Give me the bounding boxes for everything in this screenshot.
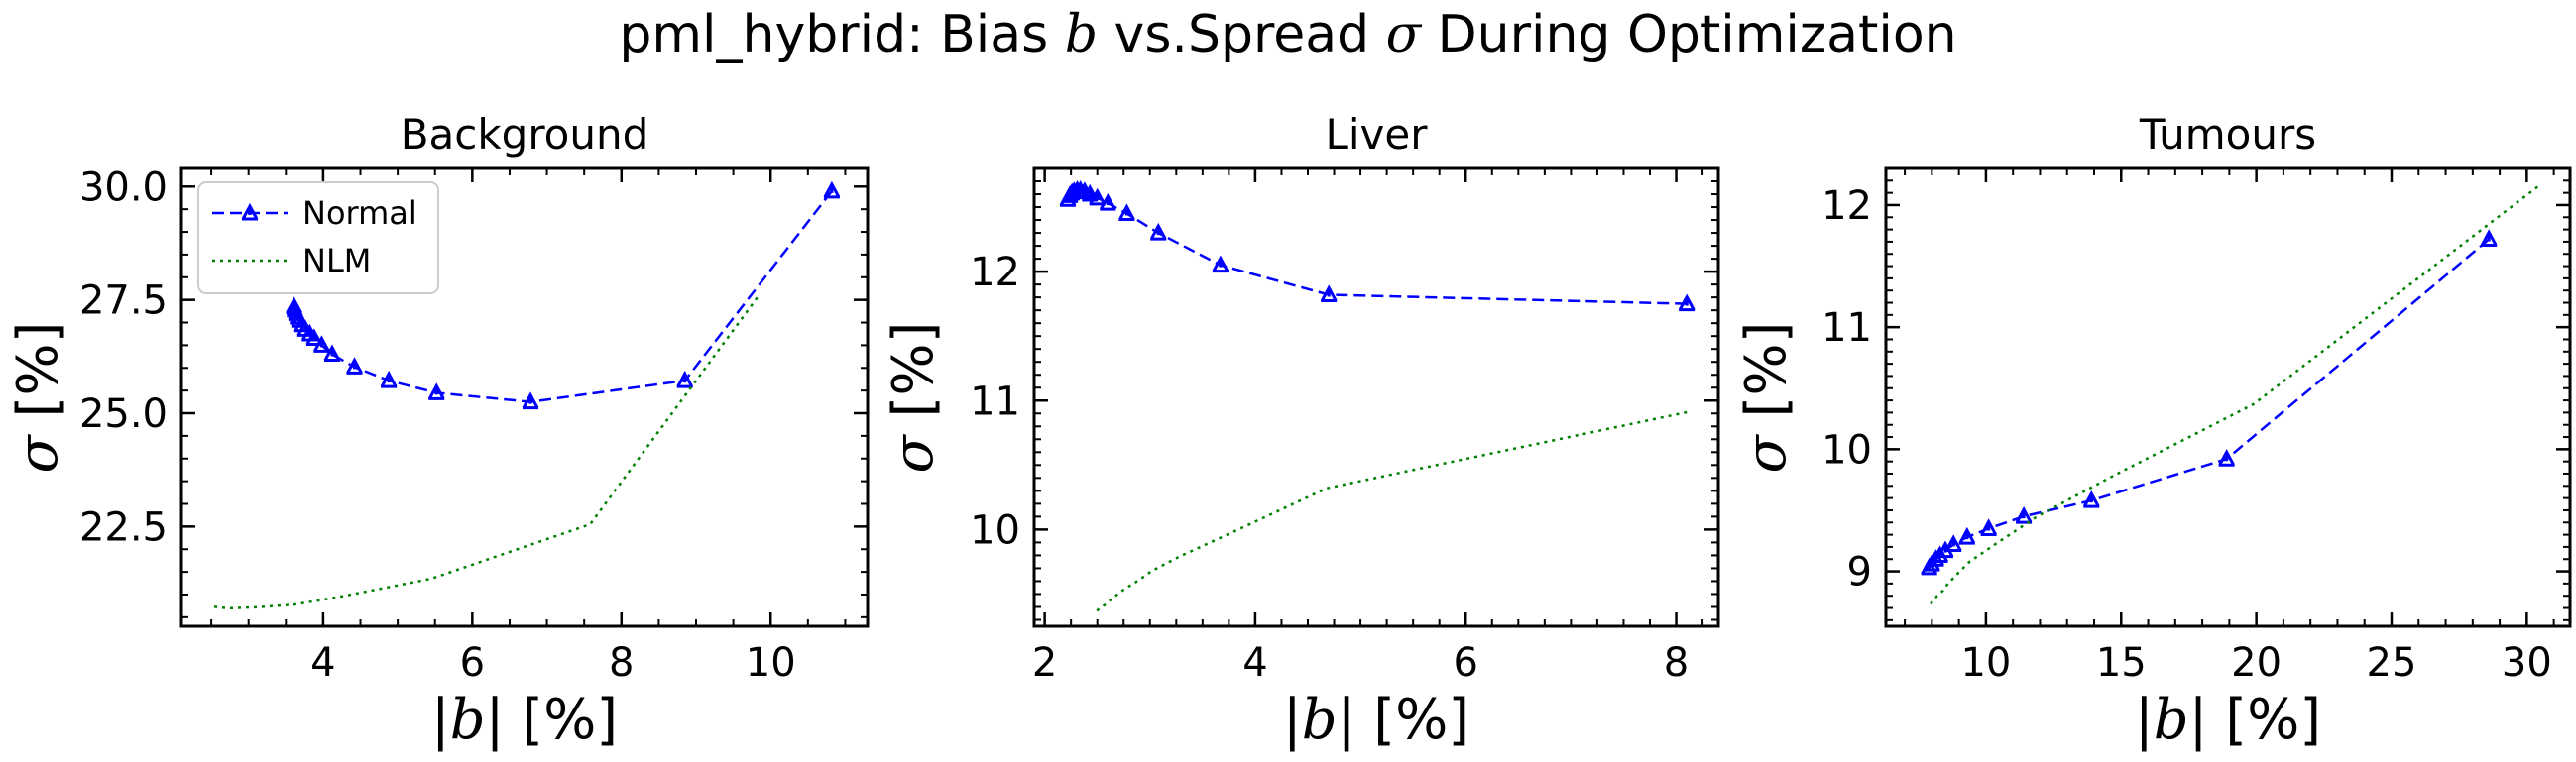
- minor-ticks: [1034, 167, 1718, 626]
- data-point: [427, 382, 445, 400]
- panel-liver: Liver 2 4 6 8 10 11 12 |b| [%] σ [%]: [881, 110, 1720, 752]
- panel-title: Background: [401, 110, 649, 159]
- series-points-normal: [1921, 229, 2498, 576]
- y-tick-label: 10: [970, 507, 1020, 553]
- title-suffix: During Optimization: [1421, 5, 1957, 64]
- series-line-nlm: [1927, 185, 2539, 609]
- plot-frame: [1884, 166, 2572, 628]
- legend-marker: [241, 202, 259, 221]
- data-point: [346, 357, 363, 375]
- y-tick-label: 22.5: [79, 504, 168, 550]
- data-point: [1059, 189, 1077, 207]
- legend-label: Normal: [302, 194, 417, 232]
- x-tick-label: 20: [2231, 640, 2282, 686]
- x-tick-label: 6: [1454, 640, 1478, 686]
- y-tick-label: 25.0: [79, 391, 168, 437]
- y-tick-label: 11: [970, 379, 1020, 424]
- title-mid: vs.Spread: [1098, 5, 1386, 64]
- data-point: [1678, 293, 1696, 312]
- y-tick-label: 27.5: [79, 278, 168, 324]
- y-tick-label: 12: [970, 250, 1020, 295]
- data-point: [1958, 526, 1976, 545]
- x-axis-label: |b| [%]: [1283, 688, 1469, 752]
- x-tick-label: 8: [1664, 640, 1689, 686]
- data-point: [1320, 284, 1338, 303]
- y-axis-label: σ [%]: [1734, 322, 1799, 474]
- panel-title: Liver: [1325, 110, 1428, 159]
- y-axis-label: σ [%]: [6, 322, 70, 474]
- x-tick-label: 15: [2096, 640, 2147, 686]
- x-tick-label: 4: [310, 640, 335, 686]
- figure-title: pml_hybrid: Bias b vs.Spread σ During Op…: [619, 5, 1956, 64]
- data-point: [1149, 222, 1167, 241]
- series-line-nlm: [1094, 410, 1688, 613]
- series-points-normal: [1059, 179, 1696, 312]
- series-line-normal: [1066, 188, 1688, 305]
- y-tick-label: 9: [1847, 550, 1872, 596]
- legend: Normal NLM: [197, 181, 439, 294]
- minor-ticks: [1886, 167, 2570, 626]
- data-point: [1212, 255, 1229, 273]
- data-point: [1980, 518, 1997, 536]
- title-var-sigma: σ: [1386, 5, 1423, 64]
- title-var-b: b: [1065, 5, 1098, 64]
- data-point: [1921, 557, 1937, 576]
- data-point: [286, 296, 302, 315]
- data-point: [522, 391, 539, 410]
- data-point: [1118, 203, 1135, 222]
- x-tick-label: 2: [1032, 640, 1057, 686]
- data-point: [2218, 449, 2235, 467]
- data-point: [676, 370, 694, 388]
- y-tick-label: 30.0: [79, 164, 168, 210]
- x-tick-label: 10: [746, 640, 796, 686]
- x-tick-label: 8: [609, 640, 634, 686]
- x-axis-label: |b| [%]: [431, 688, 618, 752]
- x-tick-label: 6: [460, 640, 485, 686]
- data-point: [2082, 490, 2100, 508]
- x-axis-label: |b| [%]: [2135, 688, 2321, 752]
- x-tick-label: 25: [2367, 640, 2417, 686]
- y-tick-label: 10: [1821, 427, 1872, 473]
- panel-tumours: Tumours 10 15 20 25 30 9 10 11 12 |b| [%] σ [%]: [1734, 110, 2572, 752]
- data-point: [380, 370, 398, 388]
- data-point: [323, 344, 341, 363]
- panel-background: Background 4 6 8 10 22.5 25.0 27.5 30.0 |b| [%] σ …: [6, 110, 870, 752]
- legend-box: [197, 181, 439, 294]
- series-points-normal: [286, 180, 841, 410]
- y-tick-label: 12: [1821, 183, 1872, 229]
- plot-frame: [179, 166, 870, 628]
- data-point: [2480, 229, 2498, 247]
- series-line-nlm: [209, 296, 759, 609]
- y-tick-label: 11: [1821, 305, 1872, 351]
- panel-title: Tumours: [2139, 110, 2316, 159]
- x-tick-label: 10: [1960, 640, 2011, 686]
- x-tick-label: 4: [1242, 640, 1267, 686]
- plot-frame: [1032, 166, 1720, 628]
- title-prefix: pml_hybrid: Bias: [619, 5, 1064, 64]
- data-point: [2015, 505, 2033, 524]
- legend-label: NLM: [302, 242, 371, 279]
- y-axis-label: σ [%]: [881, 322, 946, 474]
- x-tick-label: 30: [2502, 640, 2552, 686]
- data-point: [823, 180, 841, 199]
